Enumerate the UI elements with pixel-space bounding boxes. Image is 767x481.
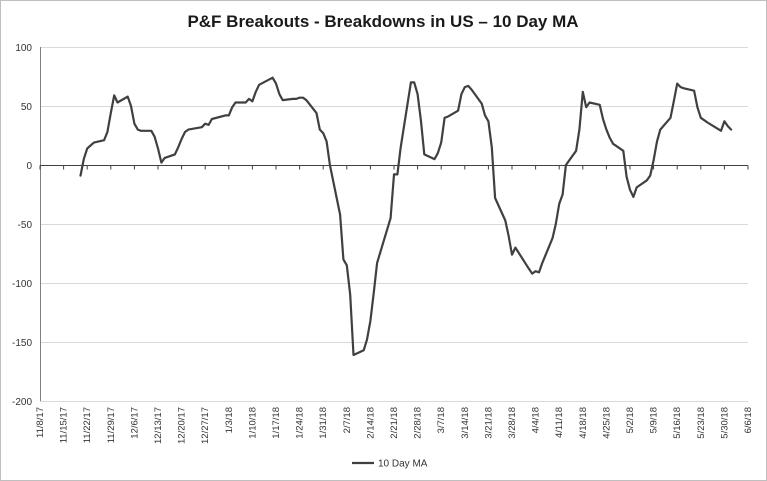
x-tick-label: 12/27/17	[200, 407, 211, 444]
y-tick-label: -150	[12, 338, 32, 349]
y-tick-label: -50	[18, 220, 33, 231]
x-tick-label: 5/30/18	[719, 407, 730, 439]
y-tick-label: -200	[12, 397, 32, 408]
x-tick-label: 5/2/18	[625, 407, 636, 433]
x-tick-label: 2/14/18	[365, 407, 376, 439]
x-tick-label: 11/15/17	[59, 407, 70, 443]
y-tick-label: 0	[26, 161, 32, 172]
x-tick-label: 4/4/18	[531, 407, 542, 433]
x-tick-label: 3/28/18	[507, 407, 518, 439]
x-tick-label: 3/14/18	[460, 407, 471, 439]
x-tick-label: 12/13/17	[153, 407, 164, 444]
x-tick-label: 1/3/18	[224, 407, 235, 433]
chart-title: P&F Breakouts - Breakdowns in US – 10 Da…	[187, 12, 578, 31]
x-tick-label: 1/10/18	[247, 407, 258, 439]
x-tick-label: 4/18/18	[578, 407, 589, 439]
y-axis-tick-labels: 100 50 0 -50 -100 -150 -200	[12, 43, 32, 408]
x-tick-label: 2/28/18	[413, 407, 424, 439]
x-tick-label: 1/24/18	[295, 407, 306, 439]
x-axis-tick-labels: 11/8/17 11/15/17 11/22/17 11/29/17 12/6/17 12…	[35, 407, 754, 444]
series-line-10-day-ma	[79, 76, 733, 357]
x-tick-label: 5/23/18	[696, 407, 707, 439]
x-tick-label: 5/9/18	[649, 407, 660, 433]
x-tick-label: 11/8/17	[35, 407, 46, 438]
legend: 10 Day MA	[352, 459, 428, 470]
x-tick-label: 1/17/18	[271, 407, 282, 439]
x-tick-label: 2/7/18	[342, 407, 353, 433]
x-tick-label: 4/11/18	[554, 407, 565, 438]
y-tick-label: -100	[12, 279, 32, 290]
x-tick-label: 4/25/18	[601, 407, 612, 439]
x-tick-label: 1/31/18	[318, 407, 329, 439]
x-tick-label: 6/6/18	[743, 407, 754, 433]
series-lines	[79, 76, 733, 357]
x-tick-label: 5/16/18	[672, 407, 683, 439]
y-tick-label: 100	[15, 43, 32, 54]
x-tick-label: 12/6/17	[129, 407, 140, 439]
x-tick-label: 3/7/18	[436, 407, 447, 433]
x-tick-label: 3/21/18	[483, 407, 494, 439]
x-tick-label: 11/29/17	[106, 407, 117, 443]
axes	[39, 47, 749, 401]
x-tick-label: 11/22/17	[82, 407, 93, 443]
gridlines	[40, 47, 748, 402]
legend-label: 10 Day MA	[378, 459, 428, 470]
x-tick-label: 2/21/18	[389, 407, 400, 439]
x-tick-label: 12/20/17	[177, 407, 188, 444]
y-tick-label: 50	[21, 102, 33, 113]
